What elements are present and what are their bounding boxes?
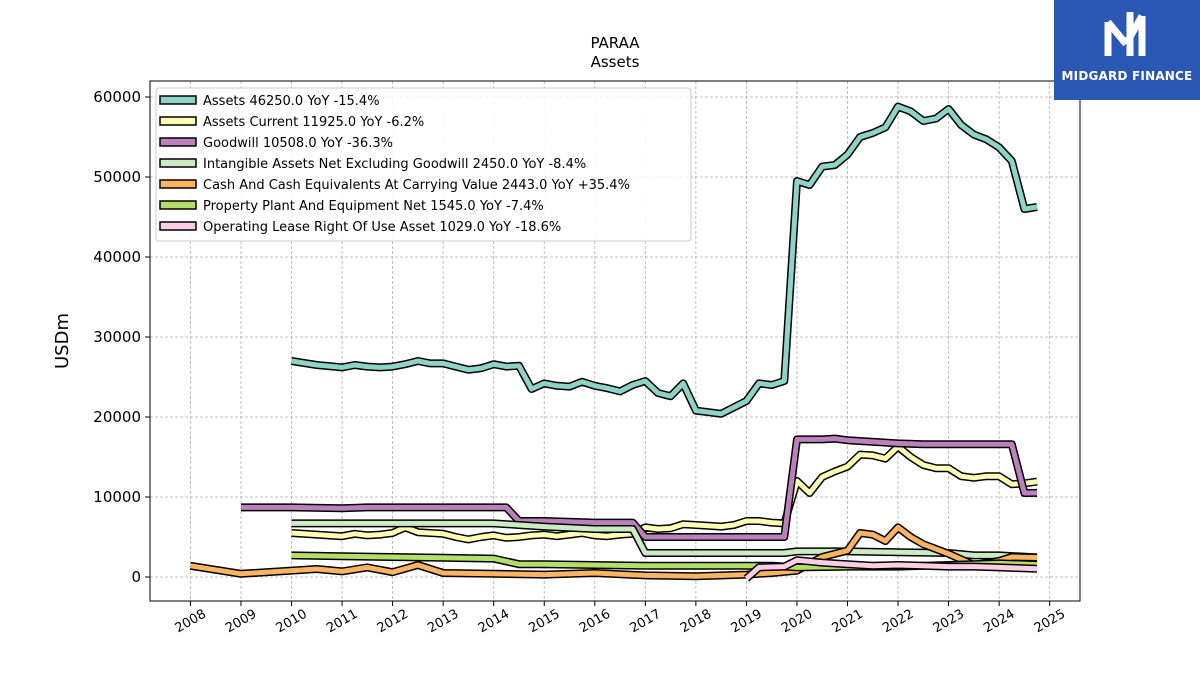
legend-label-cash-and-cash-equivalents-at-carrying-value: Cash And Cash Equivalents At Carrying Va… [203,178,630,193]
x-tick-label: 2023 [931,607,967,637]
x-tick-label: 2025 [1032,607,1068,637]
legend-label-operating-lease-right-of-use-asset: Operating Lease Right Of Use Asset 1029.… [203,220,561,235]
x-tick-label: 2016 [577,607,613,637]
legend-label-property-plant-and-equipment-net: Property Plant And Equipment Net 1545.0 … [203,199,544,214]
series-line-assets-current [291,444,1038,542]
x-tick-label: 2021 [830,607,866,637]
x-tick-label: 2008 [173,607,209,637]
y-tick-label: 50000 [93,168,141,186]
y-tick-label: 30000 [93,328,141,346]
legend-swatch-cash-and-cash-equivalents-at-carrying-value [159,179,197,189]
legend-label-intangible-assets-net-excluding-goodwill: Intangible Assets Net Excluding Goodwill… [203,157,586,172]
brand-logo: MIDGARD FINANCE [1054,0,1200,100]
x-tick-label: 2009 [223,607,259,637]
legend-swatch-assets [159,95,197,105]
x-axis: 2008 2009 2010 2011 2012 2013 2014 2015 2016 2017… [173,601,1068,636]
x-tick-label: 2014 [476,607,512,637]
plot-frame [149,80,1081,602]
y-tick-label: 20000 [93,408,141,426]
legend-swatch-assets-current [159,116,197,126]
legend-box [155,87,692,242]
y-axis: 0 10000 20000 30000 40000 50000 60000 [93,88,150,586]
y-tick-label: 10000 [93,488,141,506]
x-tick-label: 2013 [425,607,461,637]
series-line-operating-lease-right-of-use-asset [744,557,1038,581]
legend: Assets 46250.0 YoY -15.4% Assets Current … [155,87,692,242]
legend-label-goodwill: Goodwill 10508.0 YoY -36.3% [203,136,393,151]
series-line-assets [291,104,1038,417]
x-tick-label: 2010 [274,607,310,637]
chart-title: PARAA [590,34,640,52]
y-tick-label: 60000 [93,88,141,106]
legend-swatch-property-plant-and-equipment-net [159,200,197,210]
x-tick-label: 2012 [375,607,411,637]
legend-label-assets-current: Assets Current 11925.0 YoY -6.2% [203,115,424,130]
chart-subtitle: Assets [591,53,640,71]
legend-swatch-goodwill [159,137,197,147]
x-tick-label: 2020 [779,607,815,637]
y-axis-label: USDm [52,313,73,369]
x-tick-label: 2015 [526,607,562,637]
y-tick-label: 40000 [93,248,141,266]
legend-swatch-intangible-assets-net-excluding-goodwill [159,158,197,168]
legend-swatch-operating-lease-right-of-use-asset [159,221,197,231]
x-tick-label: 2011 [324,607,360,637]
x-tick-label: 2017 [627,607,663,637]
midgard-logo-mark-icon [1104,12,1146,56]
series-layer [189,102,1038,582]
x-tick-label: 2024 [981,607,1017,637]
series-line-cash-and-cash-equivalents-at-carrying-value [190,524,1038,579]
legend-label-assets: Assets 46250.0 YoY -15.4% [203,94,380,109]
brand-name: MIDGARD FINANCE [1061,69,1193,83]
series-line-goodwill [241,436,1038,540]
y-tick-label: 0 [131,568,141,586]
x-tick-label: 2022 [880,607,916,637]
x-tick-label: 2019 [729,607,765,637]
x-tick-label: 2018 [678,607,714,637]
